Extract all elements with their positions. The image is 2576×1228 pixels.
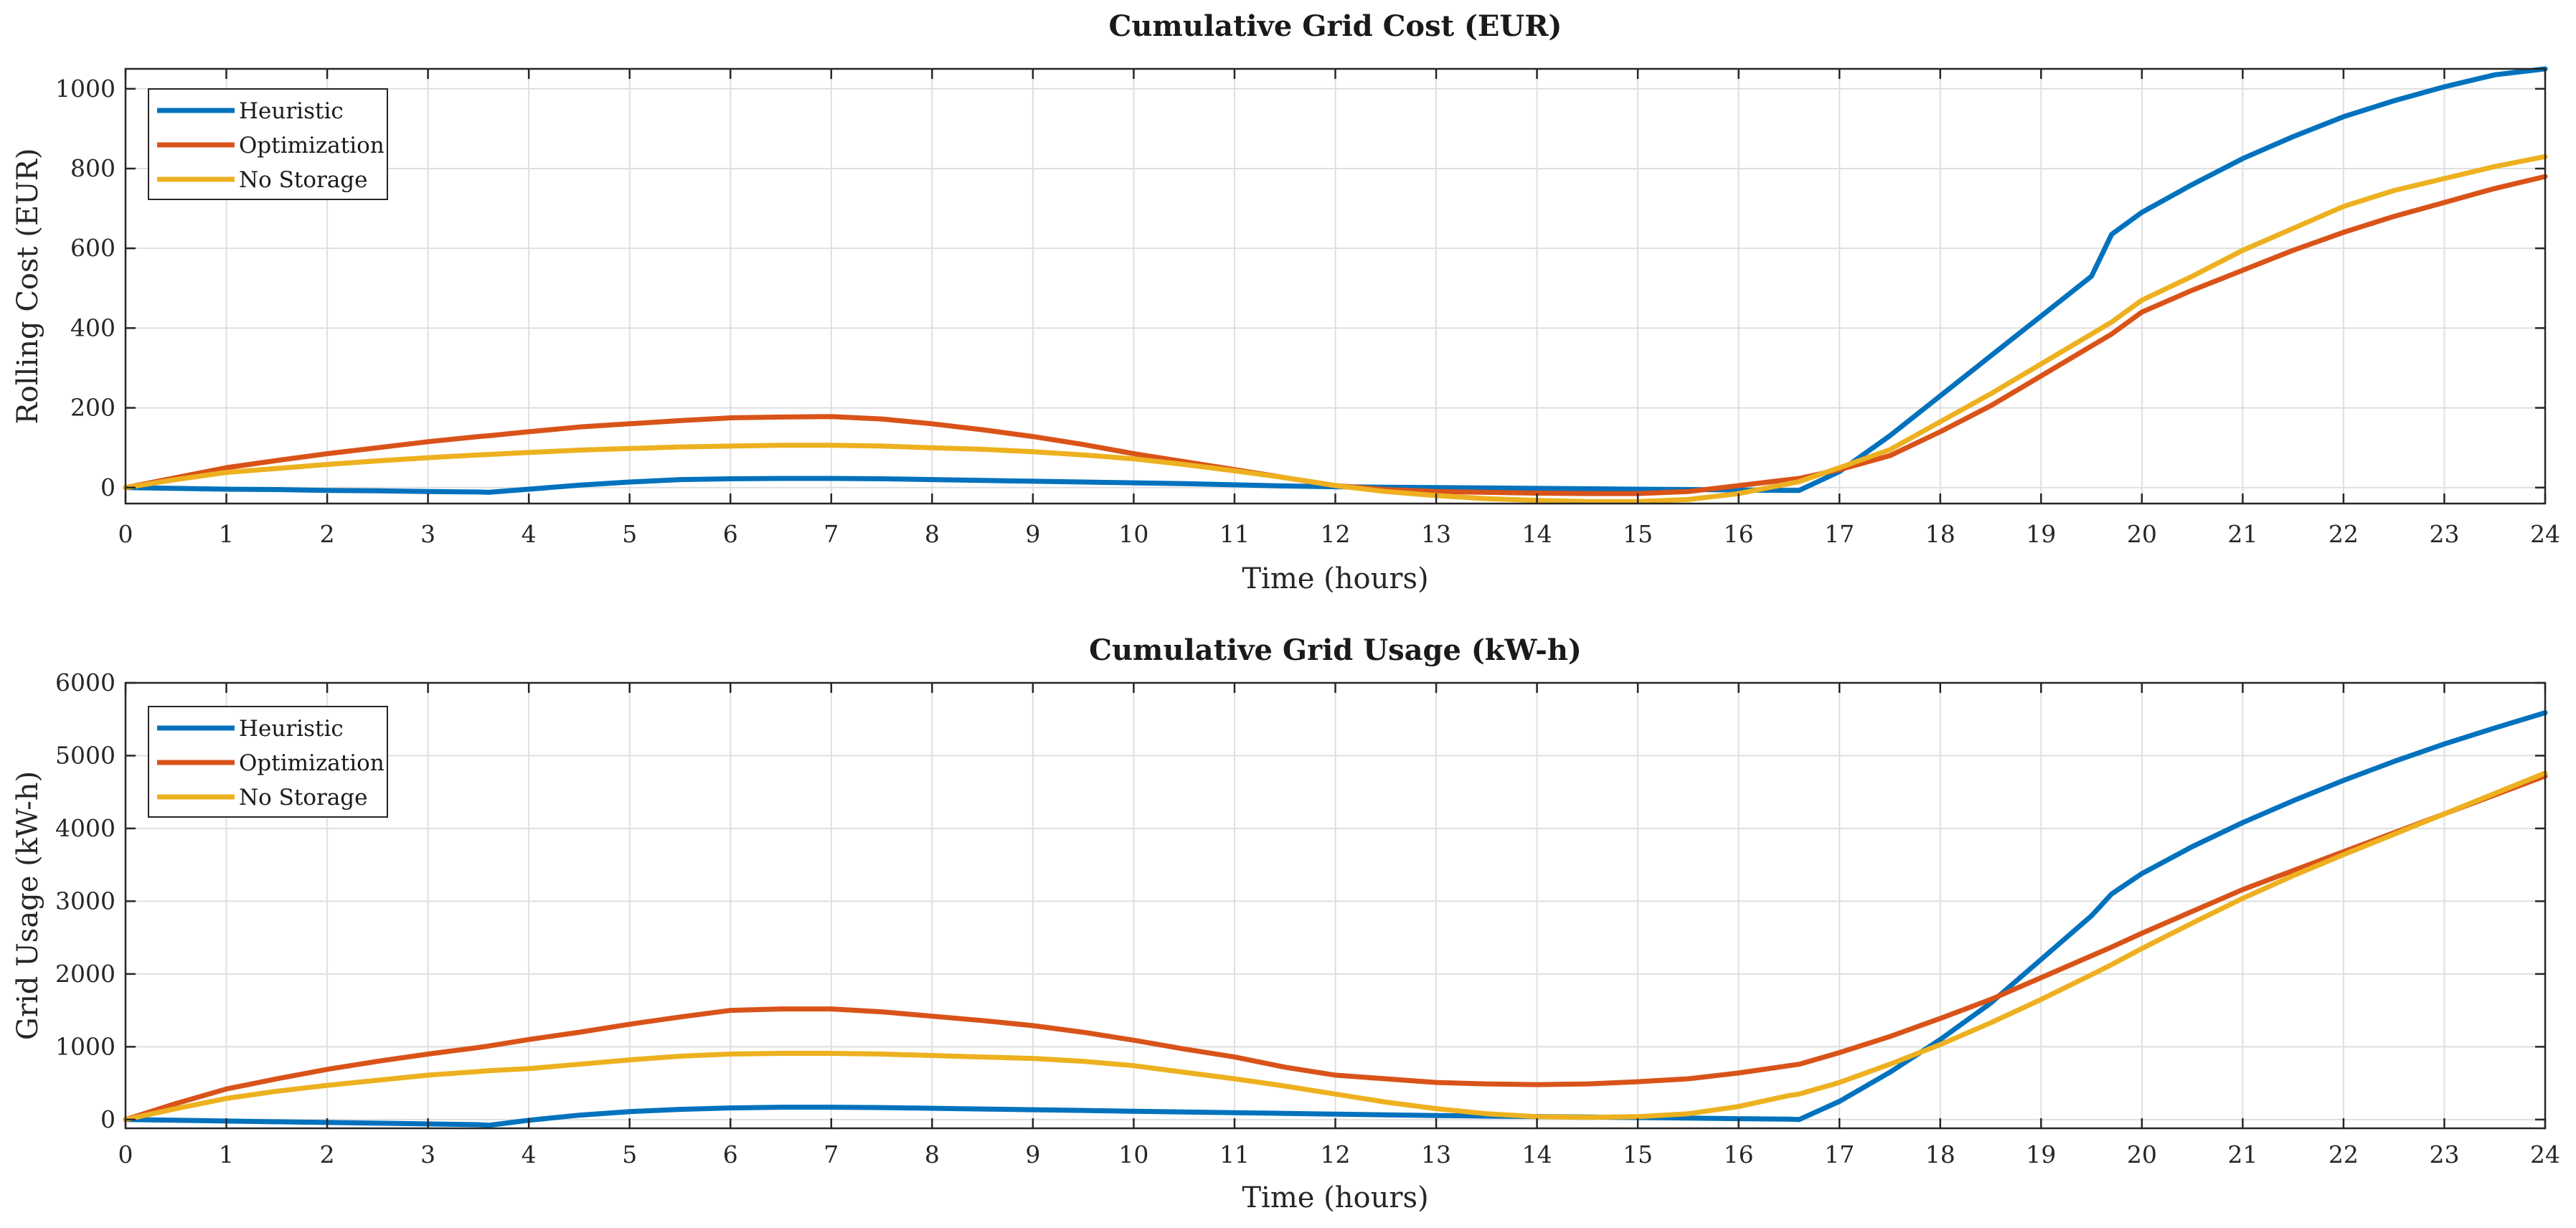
cost-chart: 0 1 2 3 4 5 6 7 8 9 10 11 12 13 14 15 16 17 18 19 20 21 22 23 24…: [11, 9, 2560, 595]
legend-label: Heuristic: [239, 716, 344, 742]
x-tick-label: 17: [1824, 520, 1854, 548]
x-tick-label: 9: [1025, 520, 1040, 548]
series-line-optimization: [123, 773, 2548, 1123]
y-axis-label: Grid Usage (kW-h): [11, 771, 44, 1040]
x-tick-label: 2: [320, 520, 335, 548]
series-line-heuristic: [123, 710, 2548, 1128]
y-axis: 0 1000 2000 3000 4000 5000 6000: [55, 669, 2545, 1133]
x-tick-label: 6: [723, 520, 738, 548]
x-tick-label: 20: [2127, 520, 2157, 548]
x-tick-label: 3: [420, 520, 435, 548]
x-tick-label: 7: [824, 520, 839, 548]
x-tick-label: 12: [1321, 520, 1351, 548]
x-tick-label: 19: [2026, 520, 2056, 548]
x-tick-label: 21: [2227, 520, 2257, 548]
x-tick-label: 4: [522, 1140, 537, 1168]
x-tick-label: 19: [2026, 1140, 2056, 1168]
y-tick-label: 5000: [55, 741, 115, 769]
x-axis: 0 1 2 3 4 5 6 7 8 9 10 11 12 13 14 15 16 17 18 19 20 21 22 23 24: [118, 69, 2560, 548]
x-tick-label: 23: [2429, 520, 2459, 548]
series-line-no-storage: [123, 154, 2548, 504]
x-tick-label: 2: [320, 1140, 335, 1168]
chart-title: Cumulative Grid Usage (kW-h): [1089, 633, 1582, 667]
legend: Heuristic Optimization No Storage: [148, 706, 388, 818]
x-tick-label: 0: [118, 1140, 133, 1168]
x-tick-label: 23: [2429, 1140, 2459, 1168]
x-axis: 0 1 2 3 4 5 6 7 8 9 10 11 12 13 14 15 16 17 18 19 20 21 22 23 24: [118, 683, 2560, 1168]
y-tick-label: 4000: [55, 814, 115, 842]
legend-label: No Storage: [239, 785, 368, 811]
x-tick-label: 0: [118, 520, 133, 548]
x-tick-label: 9: [1025, 1140, 1040, 1168]
x-tick-label: 22: [2329, 520, 2359, 548]
y-tick-label: 400: [70, 313, 115, 341]
y-tick-label: 2000: [55, 960, 115, 988]
y-tick-label: 0: [100, 1105, 115, 1133]
x-tick-label: 18: [1925, 520, 1955, 548]
x-tick-label: 13: [1421, 1140, 1451, 1168]
legend-label: Heuristic: [239, 98, 344, 124]
x-tick-label: 8: [925, 520, 940, 548]
x-tick-label: 1: [219, 1140, 234, 1168]
x-tick-label: 24: [2530, 520, 2560, 548]
y-tick-label: 200: [70, 394, 115, 422]
y-tick-label: 3000: [55, 887, 115, 915]
x-tick-label: 6: [723, 1140, 738, 1168]
y-tick-label: 6000: [55, 669, 115, 696]
x-tick-label: 10: [1118, 520, 1148, 548]
legend: Heuristic Optimization No Storage: [148, 88, 388, 200]
x-tick-label: 12: [1321, 1140, 1351, 1168]
x-tick-label: 18: [1925, 1140, 1955, 1168]
y-tick-label: 1000: [55, 1032, 115, 1060]
x-tick-label: 21: [2227, 1140, 2257, 1168]
x-tick-label: 16: [1724, 1140, 1754, 1168]
x-tick-label: 10: [1118, 1140, 1148, 1168]
x-axis-label: Time (hours): [1242, 1181, 1428, 1214]
legend-label: Optimization: [239, 750, 384, 776]
series-lines: [123, 710, 2548, 1128]
y-axis: 0 200 400 600 800 1000: [55, 75, 2545, 501]
x-tick-label: 14: [1522, 1140, 1552, 1168]
y-axis-label: Rolling Cost (EUR): [11, 148, 44, 425]
x-tick-label: 17: [1824, 1140, 1854, 1168]
x-tick-label: 13: [1421, 520, 1451, 548]
x-tick-label: 14: [1522, 520, 1552, 548]
x-tick-label: 5: [622, 520, 637, 548]
x-tick-label: 15: [1623, 520, 1653, 548]
x-tick-label: 1: [219, 520, 234, 548]
y-tick-label: 0: [100, 473, 115, 501]
legend-label: Optimization: [239, 133, 384, 159]
x-tick-label: 5: [622, 1140, 637, 1168]
x-tick-label: 16: [1724, 520, 1754, 548]
x-tick-label: 4: [522, 520, 537, 548]
x-tick-label: 8: [925, 1140, 940, 1168]
y-tick-label: 1000: [55, 75, 115, 103]
x-axis-label: Time (hours): [1242, 562, 1428, 595]
series-line-no-storage: [123, 770, 2548, 1123]
x-tick-label: 24: [2530, 1140, 2560, 1168]
x-tick-label: 11: [1219, 520, 1250, 548]
x-tick-label: 15: [1623, 1140, 1653, 1168]
usage-chart: 0 1 2 3 4 5 6 7 8 9 10 11 12 13 14 15 16 17 18 19 20 21 22 23 24…: [11, 633, 2560, 1214]
x-tick-label: 11: [1219, 1140, 1250, 1168]
legend-label: No Storage: [239, 167, 368, 193]
chart-title: Cumulative Grid Cost (EUR): [1109, 9, 1562, 43]
x-tick-label: 3: [420, 1140, 435, 1168]
series-lines: [123, 66, 2548, 504]
x-tick-label: 22: [2329, 1140, 2359, 1168]
y-tick-label: 800: [70, 154, 115, 182]
y-tick-label: 600: [70, 234, 115, 262]
x-tick-label: 7: [824, 1140, 839, 1168]
x-tick-label: 20: [2127, 1140, 2157, 1168]
